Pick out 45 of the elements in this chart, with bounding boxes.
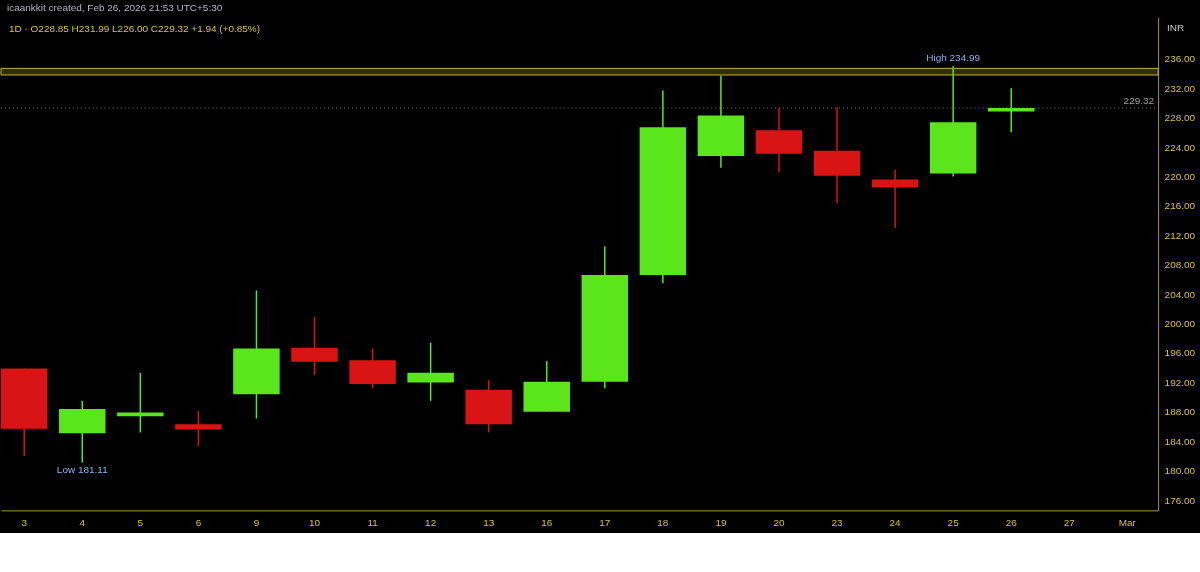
- candlestick: [407, 341, 454, 402]
- y-tick-label: 224.00: [1164, 141, 1196, 153]
- x-tick-label: 5: [137, 516, 144, 528]
- x-tick-label: 3: [21, 516, 28, 528]
- y-axis-title: INR: [1166, 22, 1185, 34]
- y-tick-label: 176.00: [1164, 494, 1196, 506]
- chart-subtitle: 1D · O228.85 H231.99 L226.00 C229.32 +1.94 (+0.85%): [8, 22, 261, 34]
- annotation: High 234.99: [926, 52, 981, 64]
- x-tick-label: 12: [425, 516, 437, 528]
- x-tick-label: 16: [541, 516, 553, 528]
- x-tick-label: 18: [657, 516, 669, 528]
- x-tick-label: 17: [599, 516, 611, 528]
- x-tick-label: 4: [79, 516, 86, 528]
- x-tick-label: 9: [253, 516, 260, 528]
- y-tick-label: 220.00: [1164, 170, 1196, 182]
- x-tick-label: 24: [889, 516, 902, 528]
- y-tick-label: 184.00: [1164, 435, 1196, 447]
- candlestick: [175, 410, 222, 448]
- y-tick-label: 232.00: [1164, 82, 1196, 94]
- ref-line-label: 229.32: [1123, 94, 1155, 106]
- x-tick-label: 26: [1005, 516, 1018, 528]
- y-tick-label: 236.00: [1164, 53, 1196, 65]
- x-tick-label: 25: [947, 516, 960, 528]
- x-tick-label: 11: [367, 516, 379, 528]
- x-tick-label: 10: [308, 516, 321, 528]
- y-tick-label: 212.00: [1164, 229, 1196, 241]
- y-tick-label: 204.00: [1164, 288, 1196, 300]
- y-tick-label: 188.00: [1164, 406, 1196, 418]
- x-tick-label: 23: [831, 516, 844, 528]
- x-tick-label: 27: [1063, 516, 1076, 528]
- y-tick-label: 216.00: [1164, 200, 1196, 212]
- annotation: Low 181.11: [56, 464, 109, 476]
- x-tick-label: 19: [715, 516, 727, 528]
- y-tick-label: 208.00: [1164, 259, 1196, 271]
- y-tick-label: 228.00: [1164, 112, 1196, 124]
- y-tick-label: 192.00: [1164, 376, 1196, 388]
- x-tick-label: 20: [773, 516, 785, 528]
- y-tick-label: 196.00: [1164, 347, 1196, 359]
- y-tick-label: 200.00: [1164, 318, 1196, 330]
- chart-title: icaankkit created, Feb 26, 2026 21:53 UTC+5:30: [6, 1, 223, 13]
- x-tick-label: Mar: [1118, 516, 1137, 528]
- y-tick-label: 180.00: [1164, 465, 1196, 477]
- x-tick-label: 13: [483, 516, 495, 528]
- candlestick: [871, 169, 919, 229]
- x-tick-label: 6: [195, 516, 202, 528]
